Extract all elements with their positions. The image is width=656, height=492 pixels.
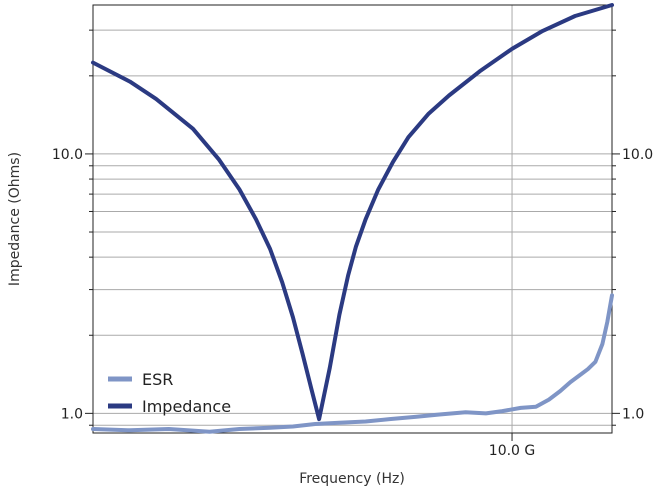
legend: ESR Impedance [108, 370, 231, 416]
plot-frame [92, 4, 613, 434]
series-line-impedance [91, 3, 614, 422]
y-tick-label-right: 10.0 [622, 147, 653, 163]
y-tick-label-left: 1.0 [61, 406, 83, 422]
legend-label-impedance: Impedance [142, 397, 231, 416]
series-line-esr [91, 293, 614, 434]
tick-labels: 10.0 G 1.0 1.0 10.0 10.0 [52, 147, 653, 459]
grid [93, 5, 612, 433]
legend-label-esr: ESR [142, 370, 173, 389]
x-axis-label: Frequency (Hz) [299, 471, 405, 487]
x-tick-label: 10.0 G [489, 443, 535, 459]
y-tick-label-left: 10.0 [52, 147, 83, 163]
series-layer [91, 3, 614, 434]
tick-marks [85, 29, 620, 441]
y-tick-label-right: 1.0 [622, 406, 644, 422]
y-axis-label: Impedance (Ohms) [7, 152, 23, 286]
